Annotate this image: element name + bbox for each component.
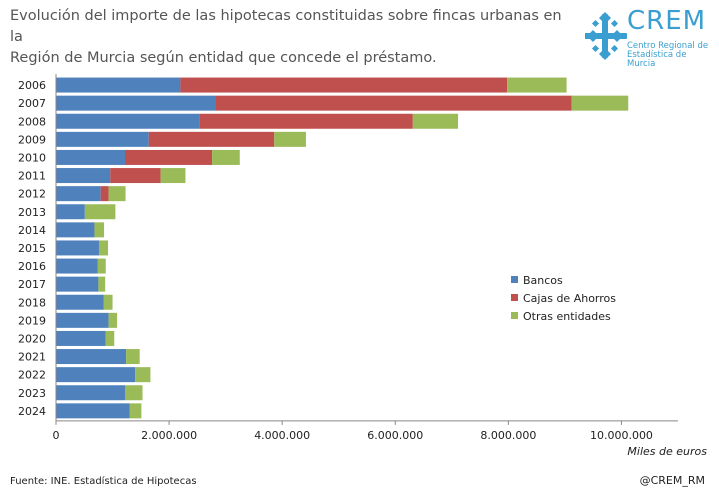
y-tick-label: 2013 [18,206,46,219]
bars-layer [56,77,629,419]
crem-logo-subtitle-line1: Centro Regional de [627,41,709,51]
legend-swatch-2 [511,312,518,319]
bar-2015-series-0 [56,240,99,256]
y-tick-label: 2009 [18,133,46,146]
bar-2019-series-0 [56,312,109,328]
bar-2010-series-1 [124,149,213,165]
y-tick-label: 2007 [18,97,46,110]
bar-2024-series-2 [129,403,142,419]
y-tick-label: 2012 [18,188,46,201]
y-tick-label: 2011 [18,170,46,183]
bar-2008-series-0 [56,113,200,129]
x-tick-label: 0 [53,429,60,442]
crem-snowflake-icon [585,12,627,60]
chart-title-line2: Región de Murcia según entidad que conce… [10,50,437,66]
legend: Bancos Cajas de Ahorros Otras entidades [511,274,616,323]
y-tick-label: 2017 [18,278,46,291]
bar-2009-series-1 [148,131,275,147]
y-tick-label: 2014 [18,224,46,237]
bar-2022-series-0 [56,367,136,383]
bar-2016-series-2 [97,258,106,274]
bar-2006-series-2 [507,77,567,93]
bar-2017-series-0 [56,276,99,292]
legend-swatch-0 [511,276,518,283]
bar-2020-series-0 [56,330,106,346]
y-tick-label: 2024 [18,405,46,418]
bar-2021-series-0 [56,349,127,365]
legend-label-2: Otras entidades [523,310,611,323]
bar-2011-series-0 [56,168,111,184]
y-tick-label: 2016 [18,260,46,273]
y-tick-label: 2006 [18,79,46,92]
bar-2010-series-2 [212,149,240,165]
bar-2006-series-1 [180,77,508,93]
bar-2010-series-0 [56,149,125,165]
bar-2012-series-1 [100,186,109,202]
legend-label-1: Cajas de Ahorros [523,292,616,305]
bar-2024-series-0 [56,403,130,419]
bar-2011-series-2 [160,168,186,184]
bar-2022-series-2 [135,367,151,383]
y-tick-label: 2021 [18,351,46,364]
crem-logo-subtitle: Centro Regional de Estadística de Murcia [627,42,717,69]
legend-swatch-1 [511,294,518,301]
crem-logo-subtitle-line2: Estadística de Murcia [627,50,687,69]
bar-2008-series-2 [412,113,459,129]
bar-2017-series-2 [98,276,106,292]
bar-2021-series-2 [126,349,140,365]
x-tick-label: 10.000.000 [590,429,653,442]
bar-2023-series-2 [124,385,143,401]
bar-2019-series-2 [108,312,118,328]
crem-logo-text: CREM [627,6,707,36]
bar-2015-series-2 [98,240,109,256]
x-tick-label: 8.000.000 [480,429,536,442]
bar-2013-series-2 [84,204,116,220]
bar-2007-series-1 [215,95,572,111]
bar-2007-series-0 [56,95,216,111]
bar-2018-series-2 [103,294,113,310]
bar-2023-series-0 [56,385,125,401]
bar-2011-series-1 [110,168,161,184]
source-note: Fuente: INE. Estadística de Hipotecas [10,476,197,487]
bar-2014-series-0 [56,222,95,238]
y-tick-label: 2010 [18,151,46,164]
social-handle: @CREM_RM [639,474,705,487]
bar-2013-series-0 [56,204,85,220]
x-tick-label: 4.000.000 [254,429,310,442]
y-tick-label: 2022 [18,369,46,382]
y-tick-label: 2019 [18,314,46,327]
x-tick-label: 2.000.000 [141,429,197,442]
bar-2009-series-0 [56,131,149,147]
x-axis-label: Miles de euros [627,445,707,458]
bar-2012-series-2 [108,186,126,202]
bar-2012-series-0 [56,186,101,202]
y-tick-label: 2023 [18,387,46,400]
chart-title-line1: Evolución del importe de las hipotecas c… [10,8,562,45]
legend-label-0: Bancos [523,274,563,287]
y-tick-label: 2008 [18,115,46,128]
bar-2020-series-2 [105,330,115,346]
bar-2007-series-2 [571,95,629,111]
bar-2018-series-0 [56,294,104,310]
y-tick-label: 2015 [18,242,46,255]
crem-logo [585,12,627,60]
y-tick-label: 2020 [18,332,46,345]
x-tick-label: 6.000.000 [367,429,423,442]
bar-2006-series-0 [56,77,181,93]
bar-2016-series-0 [56,258,98,274]
axes-layer: 2006 2007 2008 2009 2010 2011 2012 2013 2014 2015… [18,74,678,442]
y-tick-label: 2018 [18,296,46,309]
bar-2008-series-1 [199,113,413,129]
bar-2009-series-2 [274,131,306,147]
chart-title: Evolución del importe de las hipotecas c… [10,6,570,69]
bar-2014-series-2 [94,222,105,238]
